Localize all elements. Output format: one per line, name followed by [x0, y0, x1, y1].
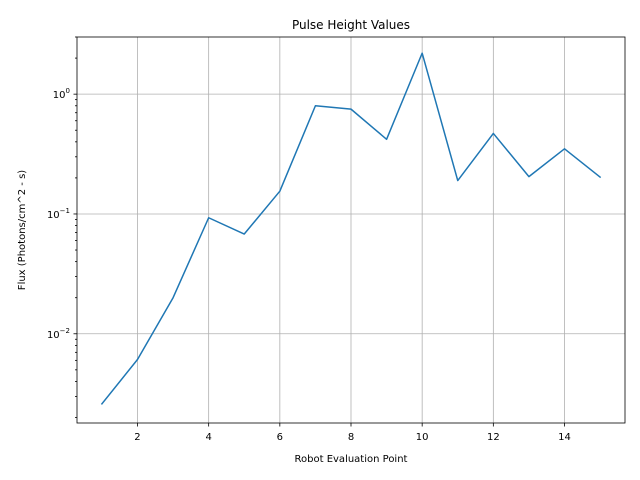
x-tick-label: 10 — [416, 432, 429, 443]
grid-lines — [77, 37, 625, 423]
chart-title: Pulse Height Values — [292, 18, 410, 32]
x-tick-label: 8 — [348, 432, 354, 443]
x-tick-label: 6 — [277, 432, 283, 443]
x-tick-label: 2 — [134, 432, 140, 443]
x-tick-label: 12 — [487, 432, 500, 443]
y-tick-label: 10−2 — [47, 327, 70, 341]
x-axis-label: Robot Evaluation Point — [295, 454, 408, 465]
y-tick-label: 100 — [53, 87, 70, 101]
x-tick-label: 4 — [205, 432, 211, 443]
y-axis-label: Flux (Photons/cm^2 - s) — [17, 170, 28, 290]
y-tick-label: 10−1 — [47, 207, 70, 221]
series-layer — [100, 52, 602, 405]
series-line — [100, 52, 602, 405]
x-tick-label: 14 — [558, 432, 571, 443]
ticks: 2 4 6 8 10 12 14 10−2 10−1 100 — [47, 36, 571, 443]
